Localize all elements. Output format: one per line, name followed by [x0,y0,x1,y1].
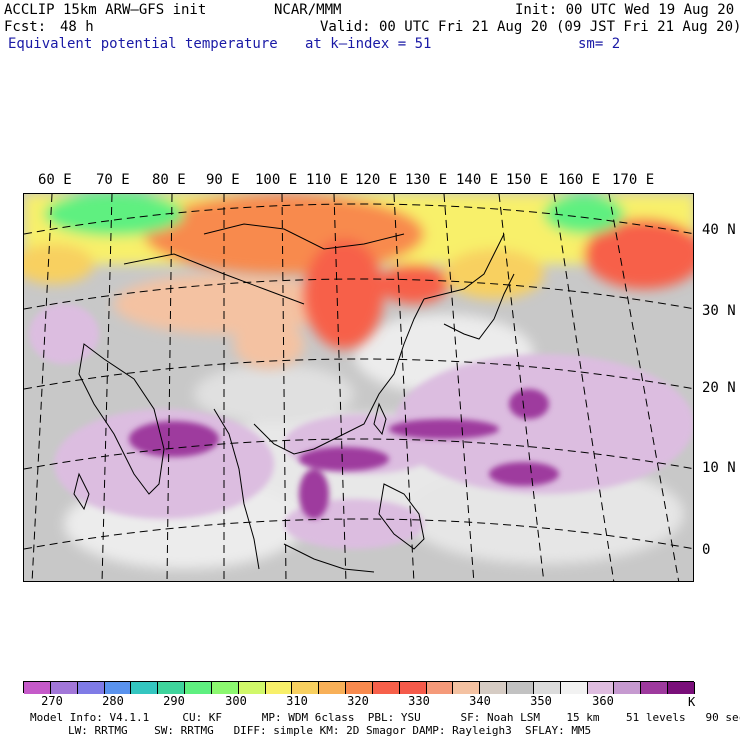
colorbar-segment [507,682,534,694]
colorbar-segment [238,682,266,694]
graticule [24,194,693,581]
model-info-line1: Model Info: V4.1.1 CU: KF MP: WDM 6class… [30,711,740,724]
colorbar-tick-label: 360 [592,694,614,708]
lon-label: 80 E [152,172,186,188]
lon-label: 70 E [96,172,130,188]
colorbar-tick-label: 280 [102,694,124,708]
colorbar-segment [185,682,212,694]
colorbar-tick-label: 300 [225,694,247,708]
colorbar-segment [265,682,293,694]
colorbar-tick-label: 270 [41,694,63,708]
high-theta-areas [129,389,559,519]
lon-label: 160 E [558,172,601,188]
lat-label: 20 N [702,380,736,396]
lon-label: 100 E [255,172,298,188]
lon-label: 120 E [355,172,398,188]
colorbar-segment [560,682,588,694]
colorbar-segment [50,682,78,694]
lon-label: 90 E [206,172,240,188]
forecast-label: Fcst: [4,19,47,35]
level-label: at k–index = 51 [305,36,432,52]
colorbar-segment [104,682,132,694]
colorbar-segment [346,682,373,694]
colorbar-tick-label: 350 [530,694,552,708]
lon-label: 110 E [306,172,349,188]
valid-time: Valid: 00 UTC Fri 21 Aug 20 (09 JST Fri … [320,19,740,35]
colorbar-segment [211,682,239,694]
lat-label: 0 [702,542,711,558]
model-title: ACCLIP 15km ARW–GFS init [4,2,207,18]
colorbar-tick-label: 330 [408,694,430,708]
colorbar-segment [77,682,105,694]
coastlines [73,223,515,573]
org-label: NCAR/MMM [274,2,342,18]
northern-warm-band [24,194,693,349]
forecast-hour: 48 h [60,19,94,35]
colorbar-segment [372,682,400,694]
colorbar-segment [480,682,508,694]
colorbar-segment [131,682,159,694]
model-info-line2: LW: RRTMG SW: RRTMG DIFF: simple KM: 2D … [68,724,592,737]
lon-label: 130 E [405,172,448,188]
lon-label: 150 E [506,172,549,188]
lat-label: 30 N [702,303,736,319]
colorbar-unit: K [688,695,696,709]
colorbar-segment [668,682,695,694]
init-time: Init: 00 UTC Wed 19 Aug 20 [515,2,735,18]
colorbar-segment [292,682,320,694]
lat-label: 40 N [702,222,736,238]
field-name: Equivalent potential temperature [8,36,278,52]
colorbar-segment [426,682,454,694]
colorbar-segment [399,682,427,694]
colorbar [23,681,695,694]
colorbar-tick-label: 310 [286,694,308,708]
colorbar-tick-label: 340 [469,694,491,708]
lon-label: 170 E [612,172,655,188]
colorbar-segment [158,682,186,694]
lat-label: 10 N [702,460,736,476]
colorbar-segment [319,682,347,694]
colorbar-segment [533,682,561,694]
lon-label: 60 E [38,172,72,188]
colorbar-tick-label: 320 [347,694,369,708]
map-panel [23,193,694,582]
smoothing-label: sm= 2 [578,36,621,52]
colorbar-tick-label: 290 [163,694,185,708]
colorbar-segment [587,682,615,694]
theta-e-field [24,194,693,581]
colorbar-segment [641,682,669,694]
colorbar-segment [614,682,642,694]
lon-label: 140 E [456,172,499,188]
colorbar-segment [24,682,51,694]
colorbar-segment [453,682,481,694]
